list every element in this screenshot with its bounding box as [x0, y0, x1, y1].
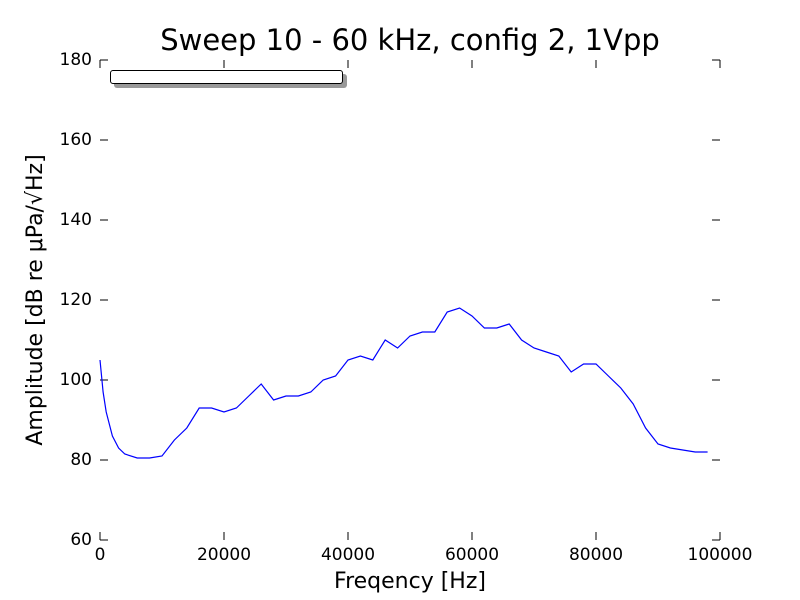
legend — [110, 70, 343, 84]
x-tick-label: 100000 — [688, 545, 753, 565]
y-tick-label: 140 — [60, 210, 92, 230]
x-tick-label: 40000 — [321, 545, 375, 565]
x-tick-label: 20000 — [197, 545, 251, 565]
x-axis-label: Freqency [Hz] — [334, 569, 486, 594]
x-tick-label: 60000 — [445, 545, 499, 565]
y-tick-label: 100 — [60, 370, 92, 390]
y-tick-label: 120 — [60, 290, 92, 310]
chart-title: Sweep 10 - 60 kHz, config 2, 1Vpp — [160, 23, 660, 57]
y-tick-label: 180 — [60, 50, 92, 70]
series-line — [99, 307, 708, 459]
x-tick-label: 0 — [95, 545, 106, 565]
y-tick-label: 160 — [60, 130, 92, 150]
y-tick-label: 60 — [70, 530, 92, 550]
y-tick-label: 80 — [70, 450, 92, 470]
y-axis-label: Amplitude [dB re μPa/√Hz] — [23, 154, 48, 445]
x-tick-label: 80000 — [569, 545, 623, 565]
